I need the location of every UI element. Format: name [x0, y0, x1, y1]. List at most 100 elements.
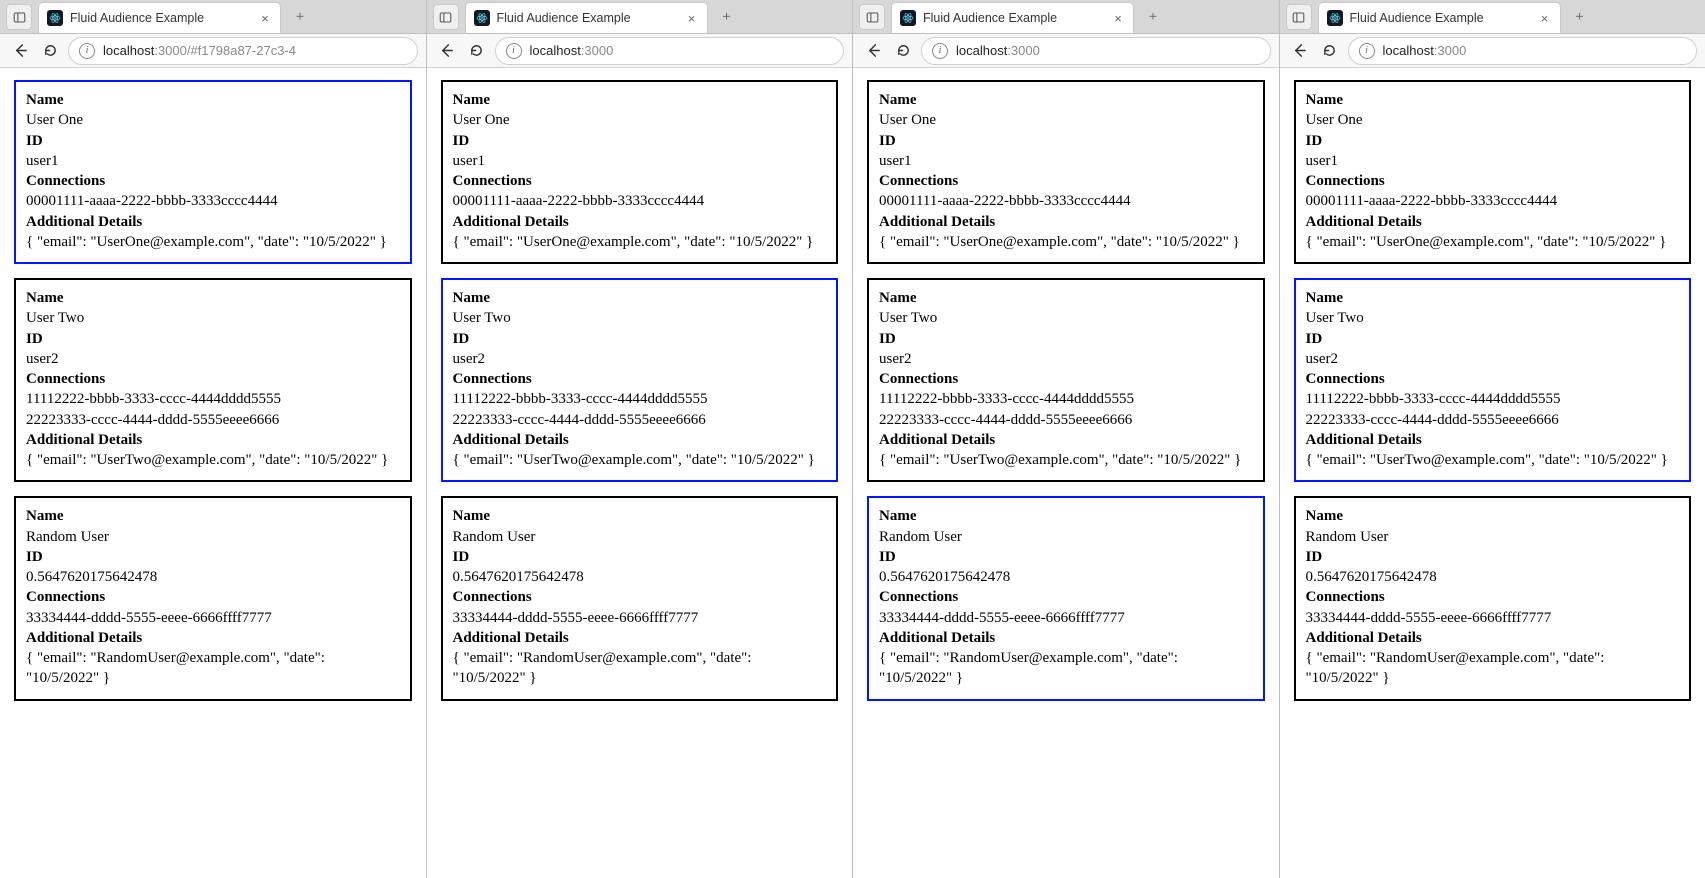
toolbar: i localhost:3000/#f1798a87-27c3-4 — [0, 34, 426, 68]
site-info-icon[interactable]: i — [79, 43, 95, 59]
back-button[interactable] — [8, 39, 32, 63]
label-connections: Connections — [26, 587, 400, 607]
tab-title: Fluid Audience Example — [1350, 11, 1531, 25]
back-button[interactable] — [1288, 39, 1312, 63]
browser-window: Fluid Audience Example × + i localhost:3000 N… — [1280, 0, 1705, 878]
label-name: Name — [1306, 90, 1680, 110]
toolbar: i localhost:3000 — [427, 34, 853, 68]
label-details: Additional Details — [453, 628, 827, 648]
react-icon — [900, 10, 916, 26]
new-tab-button[interactable]: + — [287, 4, 313, 30]
label-details: Additional Details — [26, 430, 400, 450]
user-card: NameUser OneIDuser1Connections00001111-a… — [14, 80, 412, 264]
label-name: Name — [879, 506, 1253, 526]
label-name: Name — [26, 90, 400, 110]
value-name: User One — [453, 110, 827, 130]
tab-actions-icon[interactable] — [859, 4, 885, 30]
address-bar[interactable]: i localhost:3000/#f1798a87-27c3-4 — [68, 37, 418, 65]
label-connections: Connections — [1306, 171, 1680, 191]
value-id: 0.5647620175642478 — [453, 567, 827, 587]
label-connections: Connections — [453, 171, 827, 191]
value-name: Random User — [1306, 527, 1680, 547]
connection-list: 00001111-aaaa-2222-bbbb-3333cccc4444 — [1306, 191, 1680, 211]
connection-list: 11112222-bbbb-3333-cccc-4444dddd55552222… — [453, 389, 827, 430]
label-details: Additional Details — [879, 212, 1253, 232]
tab-title: Fluid Audience Example — [70, 11, 251, 25]
label-id: ID — [26, 131, 400, 151]
close-icon[interactable]: × — [685, 11, 699, 25]
close-icon[interactable]: × — [258, 11, 272, 25]
new-tab-button[interactable]: + — [714, 4, 740, 30]
reload-button[interactable] — [38, 39, 62, 63]
site-info-icon[interactable]: i — [932, 43, 948, 59]
label-connections: Connections — [879, 369, 1253, 389]
label-name: Name — [1306, 506, 1680, 526]
value-name: Random User — [26, 527, 400, 547]
address-bar[interactable]: i localhost:3000 — [1348, 37, 1698, 65]
close-icon[interactable]: × — [1538, 11, 1552, 25]
url-text: localhost:3000 — [1383, 43, 1687, 58]
label-connections: Connections — [879, 587, 1253, 607]
new-tab-button[interactable]: + — [1140, 4, 1166, 30]
value-id: user1 — [879, 151, 1253, 171]
label-connections: Connections — [26, 171, 400, 191]
close-icon[interactable]: × — [1111, 11, 1125, 25]
browser-tab[interactable]: Fluid Audience Example × — [1318, 2, 1561, 33]
browser-tab[interactable]: Fluid Audience Example × — [891, 2, 1134, 33]
user-card: NameUser TwoIDuser2Connections11112222-b… — [441, 278, 839, 482]
user-card: NameRandom UserID0.5647620175642478Conne… — [867, 496, 1265, 700]
address-bar[interactable]: i localhost:3000 — [495, 37, 845, 65]
site-info-icon[interactable]: i — [1359, 43, 1375, 59]
label-id: ID — [879, 329, 1253, 349]
user-card: NameUser TwoIDuser2Connections11112222-b… — [14, 278, 412, 482]
url-text: localhost:3000/#f1798a87-27c3-4 — [103, 43, 407, 58]
back-button[interactable] — [435, 39, 459, 63]
connection-list: 00001111-aaaa-2222-bbbb-3333cccc4444 — [879, 191, 1253, 211]
user-card: NameRandom UserID0.5647620175642478Conne… — [441, 496, 839, 700]
label-id: ID — [1306, 131, 1680, 151]
new-tab-button[interactable]: + — [1567, 4, 1593, 30]
connection-list: 11112222-bbbb-3333-cccc-4444dddd55552222… — [1306, 389, 1680, 430]
reload-button[interactable] — [891, 39, 915, 63]
value-details: { "email": "RandomUser@example.com", "da… — [1306, 648, 1680, 689]
page-content: NameUser OneIDuser1Connections00001111-a… — [0, 68, 426, 878]
user-card: NameUser OneIDuser1Connections00001111-a… — [441, 80, 839, 264]
browser-tab[interactable]: Fluid Audience Example × — [38, 2, 281, 33]
connection-id: 33334444-dddd-5555-eeee-6666ffff7777 — [1306, 608, 1680, 628]
connection-list: 11112222-bbbb-3333-cccc-4444dddd55552222… — [26, 389, 400, 430]
connection-id: 11112222-bbbb-3333-cccc-4444dddd5555 — [879, 389, 1253, 409]
tab-actions-icon[interactable] — [433, 4, 459, 30]
value-name: Random User — [453, 527, 827, 547]
connection-id: 11112222-bbbb-3333-cccc-4444dddd5555 — [453, 389, 827, 409]
site-info-icon[interactable]: i — [506, 43, 522, 59]
browser-window: Fluid Audience Example × + ilocalhost:3000 N… — [853, 0, 1280, 878]
value-name: User Two — [879, 308, 1253, 328]
connection-id: 11112222-bbbb-3333-cccc-4444dddd5555 — [1306, 389, 1680, 409]
connection-list: 33334444-dddd-5555-eeee-6666ffff7777 — [26, 608, 400, 628]
connection-id: 22223333-cccc-4444-dddd-5555eeee6666 — [879, 410, 1253, 430]
back-button[interactable] — [861, 39, 885, 63]
value-details: { "email": "UserTwo@example.com", "date"… — [879, 450, 1253, 470]
tab-title: Fluid Audience Example — [923, 11, 1104, 25]
address-bar[interactable]: ilocalhost:3000 — [921, 37, 1271, 65]
reload-button[interactable] — [1318, 39, 1342, 63]
tab-actions-icon[interactable] — [6, 4, 32, 30]
browser-tab[interactable]: Fluid Audience Example × — [465, 2, 708, 33]
label-details: Additional Details — [26, 628, 400, 648]
label-name: Name — [879, 90, 1253, 110]
label-details: Additional Details — [453, 212, 827, 232]
value-name: User Two — [26, 308, 400, 328]
user-card: NameRandom UserID0.5647620175642478Conne… — [1294, 496, 1692, 700]
tab-strip: Fluid Audience Example × + — [427, 0, 853, 34]
label-details: Additional Details — [1306, 212, 1680, 232]
reload-button[interactable] — [465, 39, 489, 63]
connection-list: 33334444-dddd-5555-eeee-6666ffff7777 — [1306, 608, 1680, 628]
value-name: User Two — [453, 308, 827, 328]
page-content: NameUser OneIDuser1Connections00001111-a… — [853, 68, 1279, 878]
value-id: user2 — [26, 349, 400, 369]
url-text: localhost:3000 — [530, 43, 834, 58]
page-content: NameUser OneIDuser1Connections00001111-a… — [1280, 68, 1705, 878]
react-icon — [474, 10, 490, 26]
tab-title: Fluid Audience Example — [497, 11, 678, 25]
tab-actions-icon[interactable] — [1286, 4, 1312, 30]
